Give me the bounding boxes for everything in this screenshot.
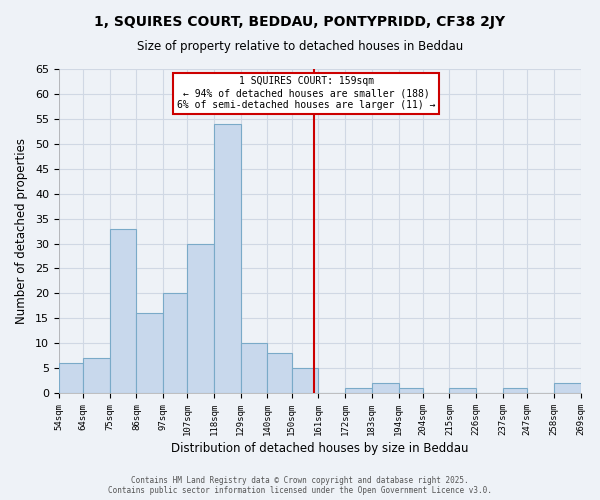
- Bar: [110, 228, 136, 393]
- Bar: [83, 358, 110, 393]
- X-axis label: Distribution of detached houses by size in Beddau: Distribution of detached houses by size …: [171, 442, 469, 455]
- Bar: [554, 383, 581, 393]
- Y-axis label: Number of detached properties: Number of detached properties: [15, 138, 28, 324]
- Bar: [187, 244, 214, 393]
- Bar: [398, 388, 423, 393]
- Text: 1 SQUIRES COURT: 159sqm
← 94% of detached houses are smaller (188)
6% of semi-de: 1 SQUIRES COURT: 159sqm ← 94% of detache…: [177, 76, 436, 110]
- Bar: [503, 388, 527, 393]
- Bar: [268, 353, 292, 393]
- Bar: [449, 388, 476, 393]
- Bar: [163, 294, 187, 393]
- Bar: [59, 363, 83, 393]
- Text: Size of property relative to detached houses in Beddau: Size of property relative to detached ho…: [137, 40, 463, 53]
- Bar: [345, 388, 372, 393]
- Bar: [292, 368, 319, 393]
- Bar: [214, 124, 241, 393]
- Bar: [372, 383, 398, 393]
- Text: 1, SQUIRES COURT, BEDDAU, PONTYPRIDD, CF38 2JY: 1, SQUIRES COURT, BEDDAU, PONTYPRIDD, CF…: [94, 15, 506, 29]
- Bar: [241, 343, 268, 393]
- Text: Contains HM Land Registry data © Crown copyright and database right 2025.
Contai: Contains HM Land Registry data © Crown c…: [108, 476, 492, 495]
- Bar: [136, 314, 163, 393]
